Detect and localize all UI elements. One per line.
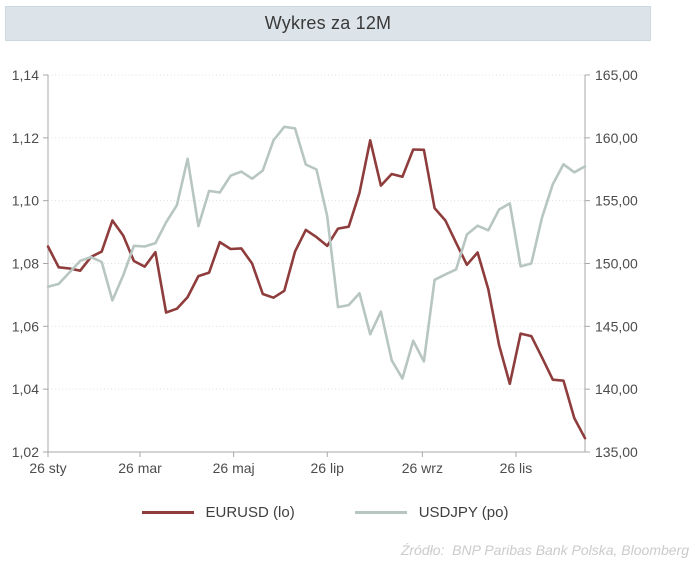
legend-label-eurusd: EURUSD (lo) [205, 503, 295, 521]
y-axis-right-label: 150,00 [595, 256, 638, 272]
y-axis-right-label: 140,00 [595, 381, 638, 397]
y-axis-left-label: 1,04 [12, 381, 39, 397]
x-axis-label: 26 wrz [402, 460, 443, 476]
eurusd-line [46, 139, 587, 440]
y-axis-left-label: 1,06 [12, 318, 39, 334]
legend-item-eurusd: EURUSD (lo) [141, 503, 295, 521]
y-axis-left-label: 1,10 [12, 193, 39, 209]
chart-legend: EURUSD (lo) USDJPY (po) [0, 501, 650, 523]
chart-title-bar: Wykres za 12M [5, 6, 651, 41]
y-axis-right-label: 145,00 [595, 318, 638, 334]
eurusd-line-swatch [141, 510, 194, 514]
x-axis-label: 26 maj [213, 460, 255, 476]
x-axis-label: 26 lis [500, 460, 533, 476]
y-axis-left-label: 1,12 [12, 130, 39, 146]
y-axis-right-label: 160,00 [595, 130, 638, 146]
source-note: Źródło: BNP Paribas Bank Polska, Bloombe… [400, 542, 689, 558]
y-axis-right-label: 135,00 [595, 444, 638, 460]
x-axis-label: 26 sty [29, 460, 66, 476]
usdjpy-line-swatch [354, 510, 407, 514]
legend-item-usdjpy: USDJPY (po) [354, 503, 509, 521]
y-axis-right-label: 155,00 [595, 193, 638, 209]
y-axis-left-label: 1,14 [12, 67, 39, 83]
y-axis-left-label: 1,08 [12, 256, 39, 272]
legend-label-usdjpy: USDJPY (po) [418, 503, 509, 521]
y-axis-left-label: 1,02 [12, 444, 39, 460]
chart-title: Wykres za 12M [264, 13, 392, 33]
x-axis-label: 26 mar [118, 460, 162, 476]
usdjpy-line [46, 125, 587, 380]
x-axis-label: 26 lip [311, 460, 345, 476]
y-axis-right-label: 165,00 [595, 67, 638, 83]
